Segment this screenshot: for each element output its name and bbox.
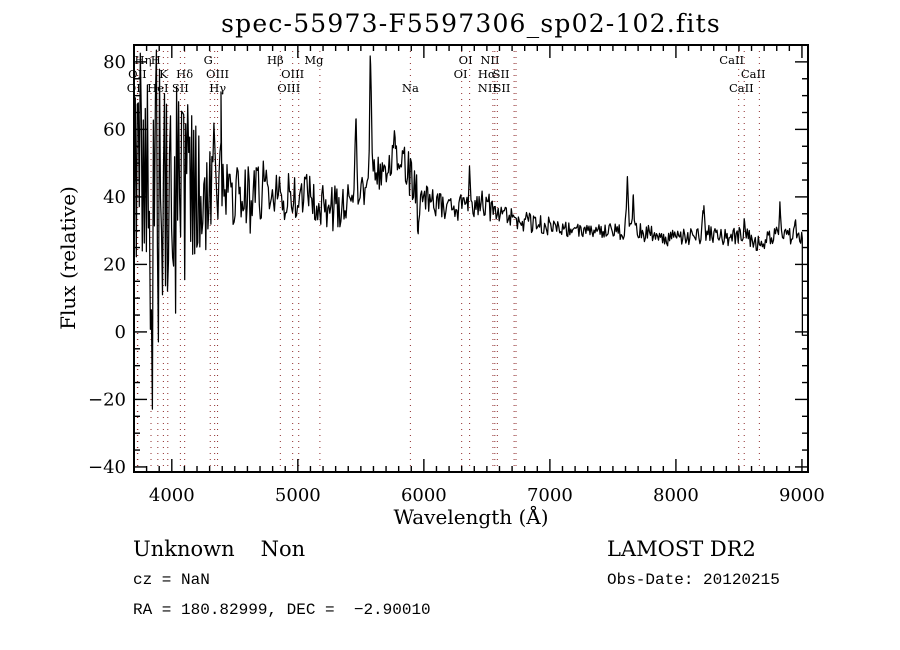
spectral-line-label: Mg [304,53,324,67]
x-tick-label: 6000 [401,485,447,506]
spectral-line-label: Hγ [209,81,226,95]
spectral-line-label: OIII [281,67,304,81]
plot-border [133,44,809,473]
spectral-line-label: NII [478,81,497,95]
object-class-label: Unknown [133,537,235,561]
spectral-line-label: Hβ [267,53,284,67]
spectral-line-label: CaII [719,53,744,67]
spectral-line-label: Na [402,81,419,95]
x-tick-label: 5000 [275,485,321,506]
y-axis-title: Flux (relative) [56,186,80,330]
x-tick-label: 8000 [653,485,699,506]
spectral-line-label: SII [493,67,510,81]
spectral-line-label: CaII [729,81,754,95]
y-tick-label: 40 [103,187,126,208]
spectral-line-label: OI [459,53,473,67]
spectral-line-label: SII [172,81,189,95]
spectrum-trace [133,49,808,410]
y-tick-label: −40 [88,457,126,478]
spectral-line-label: G [204,53,213,67]
spectral-line-label: Hη [135,53,152,67]
page-title: spec-55973-F5597306_sp02-102.fits [221,9,721,38]
cz-value: cz = NaN [133,571,210,589]
y-tick-label: −20 [88,389,126,410]
spectral-line-label: NII [480,53,499,67]
spectral-line-label: K [159,67,168,81]
spectral-line-label: CaII [741,67,766,81]
object-subclass-label: Non [260,537,306,561]
spectral-line-label: SII [494,81,511,95]
y-tick-label: 0 [115,322,126,343]
ra-dec-value: RA = 180.82999, DEC = −2.90010 [133,601,431,619]
spectral-line-label: OII [128,67,147,81]
spectral-line-label: OIII [277,81,300,95]
object-classification: Unknown Non [133,537,305,561]
y-tick-label: 80 [103,52,126,73]
y-tick-label: 60 [103,119,126,140]
spectral-line-label: OI [454,67,468,81]
spectral-line-label: Hα [478,67,496,81]
obs-date-label: Obs-Date: 20120215 [607,571,780,589]
spectral-line-label: Hδ [176,67,193,81]
y-tick-label: 20 [103,254,126,275]
x-tick-label: 4000 [149,485,195,506]
survey-label: LAMOST DR2 [607,537,756,561]
spectral-line-label: OIII [206,67,229,81]
x-tick-label: 7000 [527,485,573,506]
x-tick-label: 9000 [779,485,825,506]
x-axis-title: Wavelength (Å) [393,505,549,529]
spectral-line-label: HeI [147,81,168,95]
